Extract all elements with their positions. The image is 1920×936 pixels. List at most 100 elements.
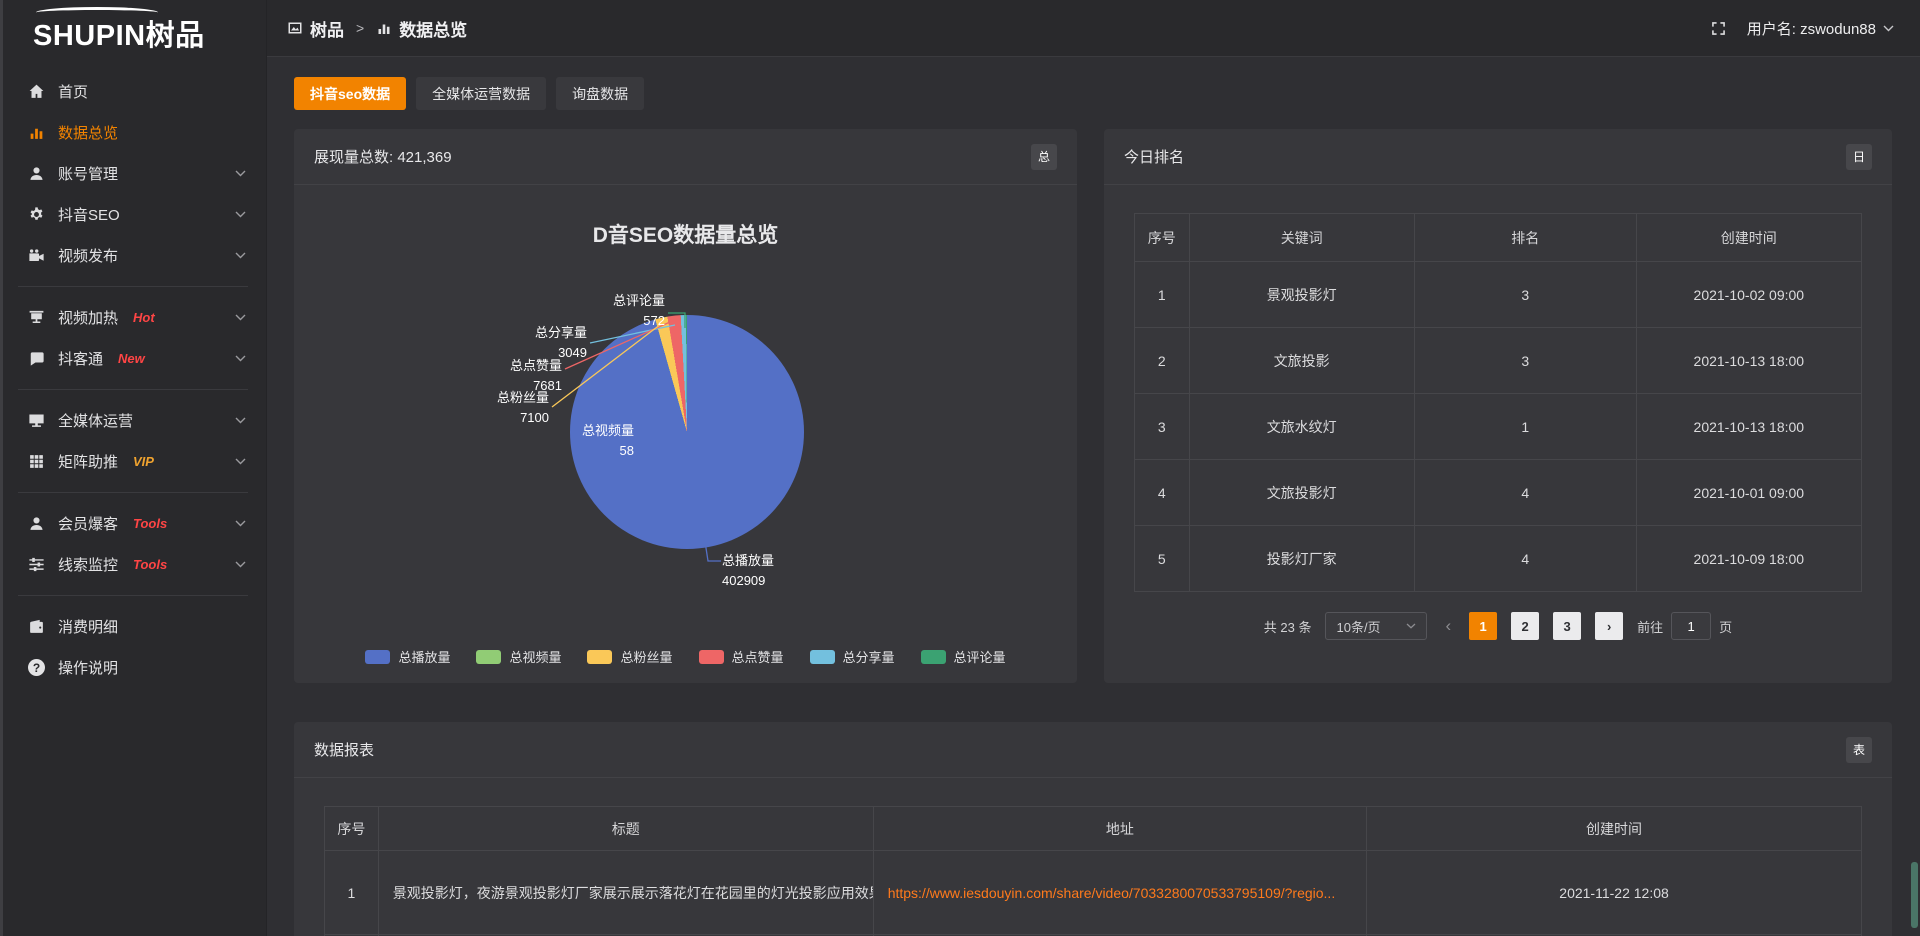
overview-card-header: 展现量总数: 421,369 总 (294, 129, 1077, 185)
home-icon (29, 84, 44, 98)
breadcrumb-separator: > (356, 20, 365, 36)
pie-label-shares: 总分享量 3049 (534, 325, 587, 360)
sidebar-item-lead-monitor[interactable]: 线索监控 Tools (0, 544, 266, 585)
menu-badge-new: New (118, 351, 145, 366)
sidebar-item-doketong[interactable]: 抖客通 New (0, 338, 266, 379)
tabs: 抖音seo数据 全媒体运营数据 询盘数据 (294, 77, 1892, 110)
tab-inquiry-data[interactable]: 询盘数据 (556, 77, 645, 110)
user-icon (30, 517, 43, 530)
sidebar-item-douyin-seo[interactable]: 抖音SEO (0, 194, 266, 235)
video-url-link[interactable]: https://www.iesdouyin.com/share/video/70… (872, 850, 1368, 935)
pie-label-videos: 总视频量 58 (581, 423, 634, 458)
breadcrumb: 树品 > 数据总览 (287, 16, 467, 41)
col-rank: 排名 (1413, 213, 1637, 262)
table-row[interactable]: 4 文旅投影灯 4 2021-10-01 09:00 (1134, 459, 1863, 526)
table-badge-button[interactable]: 表 (1846, 736, 1872, 763)
breadcrumb-root[interactable]: 树品 (310, 20, 344, 40)
daily-badge-button[interactable]: 日 (1846, 143, 1872, 170)
goto-page: 前往 页 (1637, 612, 1732, 640)
col-keyword: 关键词 (1188, 213, 1415, 262)
breadcrumb-current[interactable]: 数据总览 (399, 20, 468, 40)
chevron-down-icon (235, 314, 246, 321)
tab-media-operation-data[interactable]: 全媒体运营数据 (416, 77, 547, 110)
fullscreen-icon[interactable] (1710, 20, 1727, 37)
menu-badge-hot: Hot (133, 310, 155, 325)
menu-badge-vip: VIP (133, 454, 154, 469)
legend-item-shares[interactable]: 总分享量 (809, 647, 895, 666)
table-row (324, 934, 1862, 936)
topbar-right: 用户名: zswodun88 (1710, 18, 1894, 39)
board-icon (288, 22, 302, 34)
sliders-icon (29, 557, 44, 572)
content: 抖音seo数据 全媒体运营数据 询盘数据 展现量总数: 421,369 总 D音… (267, 57, 1920, 936)
logo-text: SHUPIN树品 (33, 20, 205, 52)
pie-label-comments: 总评论量 572 (612, 293, 665, 328)
pie-label-likes: 总点赞量 7681 (509, 358, 562, 393)
sidebar-item-consumption[interactable]: 消费明细 (0, 606, 266, 647)
main: 树品 > 数据总览 用户名: zswodun88 抖音seo数据 全媒体运营数据… (267, 0, 1920, 936)
sidebar-item-video-heat[interactable]: 视频加热 Hot (0, 297, 266, 338)
legend-item-likes[interactable]: 总点赞量 (698, 647, 784, 666)
user-label: 用户名: zswodun88 (1746, 20, 1876, 38)
chevron-down-icon (1407, 623, 1416, 629)
sidebar-item-video-publish[interactable]: 视频发布 (0, 235, 266, 276)
sidebar-item-help[interactable]: 操作说明 (0, 647, 266, 688)
sidebar-item-member-baoke[interactable]: 会员爆客 Tools (0, 503, 266, 544)
user-icon (30, 167, 43, 180)
tab-douyin-seo-data[interactable]: 抖音seo数据 (294, 77, 407, 110)
pagination: 共 23 条 10条/页 ‹ 1 2 3 › 前往 页 (1104, 612, 1892, 640)
table-row[interactable]: 3 文旅水纹灯 1 2021-10-13 18:00 (1134, 393, 1863, 460)
sidebar-item-account[interactable]: 账号管理 (0, 153, 266, 194)
table-row[interactable]: 2 文旅投影 3 2021-10-13 18:00 (1134, 327, 1863, 394)
gear-icon (30, 207, 43, 220)
legend-item-plays[interactable]: 总播放量 (365, 647, 450, 666)
pie-label-fans: 总粉丝量 7100 (496, 390, 549, 425)
logo[interactable]: SHUPIN树品 (0, 0, 266, 57)
col-created: 创建时间 (1366, 806, 1862, 851)
page-size-select[interactable]: 10条/页 (1325, 612, 1428, 640)
report-table: 序号 标题 地址 创建时间 1 景观投影灯，夜游景观投影灯厂家展示展示落花灯在花… (324, 806, 1862, 936)
menu-divider (18, 389, 248, 390)
next-page-button[interactable]: › (1595, 612, 1624, 640)
wallet-icon (30, 619, 43, 633)
sidebar-item-media-operation[interactable]: 全媒体运营 (0, 400, 266, 441)
pie-legend: 总播放量 总视频量 总粉丝量 总点赞量 总分享量 总评论量 (294, 647, 1077, 666)
legend-item-comments[interactable]: 总评论量 (920, 647, 1006, 666)
scrollbar-thumb[interactable] (1911, 862, 1918, 928)
total-badge-button[interactable]: 总 (1031, 143, 1057, 170)
col-created: 创建时间 (1635, 213, 1863, 262)
video-title-cell: 景观投影灯，夜游景观投影灯厂家展示展示落花灯在花园里的灯光投影应用效果 # (377, 850, 874, 935)
chevron-down-icon (235, 252, 246, 259)
menu-divider (18, 492, 248, 493)
video-camera-icon (29, 249, 44, 262)
table-row[interactable]: 5 投影灯厂家 4 2021-10-09 18:00 (1134, 525, 1863, 592)
page-button-2[interactable]: 2 (1511, 612, 1540, 640)
legend-swatch (809, 649, 835, 664)
page-button-3[interactable]: 3 (1553, 612, 1582, 640)
prev-page-button[interactable]: ‹ (1445, 616, 1452, 635)
data-report-card: 数据报表 表 序号 标题 地址 创建时间 (294, 722, 1892, 936)
rank-card-header: 今日排名 日 (1104, 129, 1892, 185)
table-row[interactable]: 1 景观投影灯 3 2021-10-02 09:00 (1134, 261, 1863, 328)
legend-item-videos[interactable]: 总视频量 (476, 647, 561, 666)
menu-divider (18, 286, 248, 287)
monitor-icon (29, 414, 44, 427)
sidebar-item-data-overview[interactable]: 数据总览 (0, 112, 266, 153)
goto-label: 前往 (1637, 619, 1664, 635)
table-row[interactable]: 1 景观投影灯，夜游景观投影灯厂家展示展示落花灯在花园里的灯光投影应用效果 # … (324, 850, 1862, 935)
chevron-down-icon (235, 520, 246, 527)
user-menu[interactable]: 用户名: zswodun88 (1747, 18, 1894, 39)
goto-page-input[interactable] (1671, 612, 1712, 640)
report-card-header: 数据报表 表 (294, 722, 1892, 778)
legend-item-fans[interactable]: 总粉丝量 (587, 647, 673, 666)
menu-badge-tools: Tools (133, 516, 168, 531)
page-button-1[interactable]: 1 (1469, 612, 1498, 640)
rank-title: 今日排名 (1124, 149, 1185, 166)
chevron-down-icon (235, 561, 246, 568)
legend-swatch (365, 649, 391, 664)
sidebar-item-matrix-boost[interactable]: 矩阵助推 VIP (0, 441, 266, 482)
projector-screen-icon (29, 310, 44, 324)
sidebar-item-home[interactable]: 首页 (0, 71, 266, 112)
legend-swatch (698, 649, 724, 664)
